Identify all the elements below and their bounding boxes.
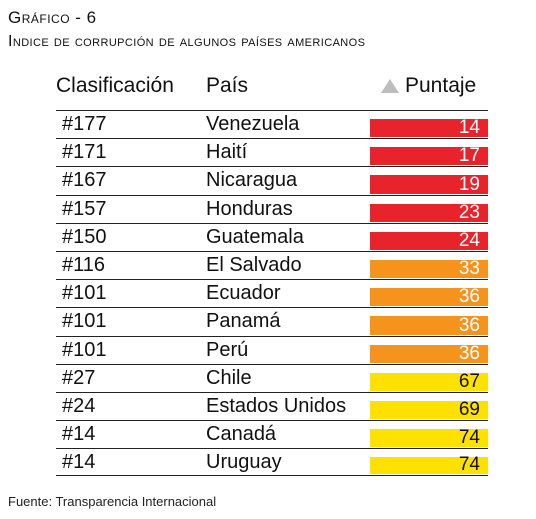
score-bar: 67 — [370, 370, 488, 392]
score-bar: 69 — [370, 399, 488, 421]
table-row: #167 Nicaragua 19 — [56, 166, 488, 195]
country-cell: Haití — [206, 141, 248, 164]
table-row: #177 Venezuela 14 — [56, 110, 488, 138]
header-score: Puntaje — [381, 74, 476, 98]
score-label: 36 — [458, 342, 480, 364]
country-cell: Estados Unidos — [206, 394, 347, 417]
table-row: #116 El Salvado 33 — [56, 250, 488, 280]
rank-cell: #101 — [62, 310, 107, 333]
score-label: 19 — [458, 173, 480, 195]
header-rank: Clasificación — [56, 74, 174, 97]
rank-cell: #14 — [62, 451, 96, 474]
score-bar: 33 — [370, 258, 488, 280]
score-label: 69 — [458, 399, 480, 421]
rank-cell: #150 — [62, 225, 107, 248]
country-cell: Venezuela — [206, 113, 300, 135]
header-country: País — [206, 74, 249, 97]
score-bar: 74 — [370, 454, 488, 476]
table-row: #171 Haití 17 — [56, 138, 488, 166]
table-row: #14 Uruguay 74 — [56, 448, 488, 477]
figure-subtitle: Indice de corrupción de algunos países a… — [8, 33, 366, 50]
score-label: 74 — [458, 454, 480, 476]
score-label: 36 — [458, 314, 480, 336]
score-label: 33 — [458, 258, 480, 280]
rank-cell: #157 — [62, 197, 107, 220]
rank-cell: #101 — [62, 282, 107, 305]
score-bar: 74 — [370, 427, 488, 449]
country-cell: Guatemala — [206, 225, 304, 248]
header-score-label: Puntaje — [405, 74, 477, 97]
score-bar: 17 — [370, 145, 488, 167]
table-row: #27 Chile 67 — [56, 363, 488, 392]
ranking-table: #177 Venezuela 14 #171 Haití 17 #167 Nicaragua 1… — [56, 110, 488, 477]
score-bar: 36 — [370, 314, 488, 336]
rank-cell: #171 — [62, 141, 107, 164]
country-cell: Canadá — [206, 423, 277, 446]
score-label: 36 — [458, 286, 480, 308]
score-label: 67 — [458, 370, 480, 392]
table-row: #150 Guatemala 24 — [56, 222, 488, 251]
score-bar: 24 — [370, 229, 488, 251]
score-label: 74 — [458, 427, 480, 449]
score-bar: 19 — [370, 173, 488, 195]
score-label: 23 — [458, 201, 480, 223]
table-row: #14 Canadá 74 — [56, 420, 488, 448]
country-cell: Ecuador — [206, 282, 281, 305]
table-row: #157 Honduras 23 — [56, 194, 488, 223]
table-row: #24 Estados Unidos 69 — [56, 391, 488, 421]
table-row: #101 Ecuador 36 — [56, 279, 488, 307]
rank-cell: #167 — [62, 169, 107, 192]
score-bar: 14 — [370, 117, 488, 139]
table-row: #101 Perú 36 — [56, 335, 488, 364]
score-bar: 23 — [370, 201, 488, 223]
score-label: 14 — [458, 117, 480, 139]
triangle-up-icon — [381, 79, 399, 93]
country-cell: El Salvado — [206, 253, 302, 276]
rank-cell: #24 — [62, 394, 96, 417]
score-bar: 36 — [370, 342, 488, 364]
figure-label: Gráfico - 6 — [8, 8, 97, 27]
rank-cell: #116 — [62, 253, 106, 276]
country-cell: Honduras — [206, 197, 293, 220]
score-label: 24 — [458, 229, 480, 251]
rank-cell: #177 — [62, 113, 107, 135]
rank-cell: #14 — [62, 423, 96, 446]
table-row: #101 Panamá 36 — [56, 307, 488, 336]
country-cell: Chile — [206, 366, 252, 389]
country-cell: Nicaragua — [206, 169, 298, 192]
country-cell: Uruguay — [206, 451, 282, 474]
country-cell: Panamá — [206, 310, 281, 333]
rank-cell: #27 — [62, 366, 96, 389]
score-bar: 36 — [370, 286, 488, 308]
source-note: Fuente: Transparencia Internacional — [8, 494, 217, 509]
rank-cell: #101 — [62, 338, 107, 361]
country-cell: Perú — [206, 338, 249, 361]
score-label: 17 — [458, 145, 480, 167]
